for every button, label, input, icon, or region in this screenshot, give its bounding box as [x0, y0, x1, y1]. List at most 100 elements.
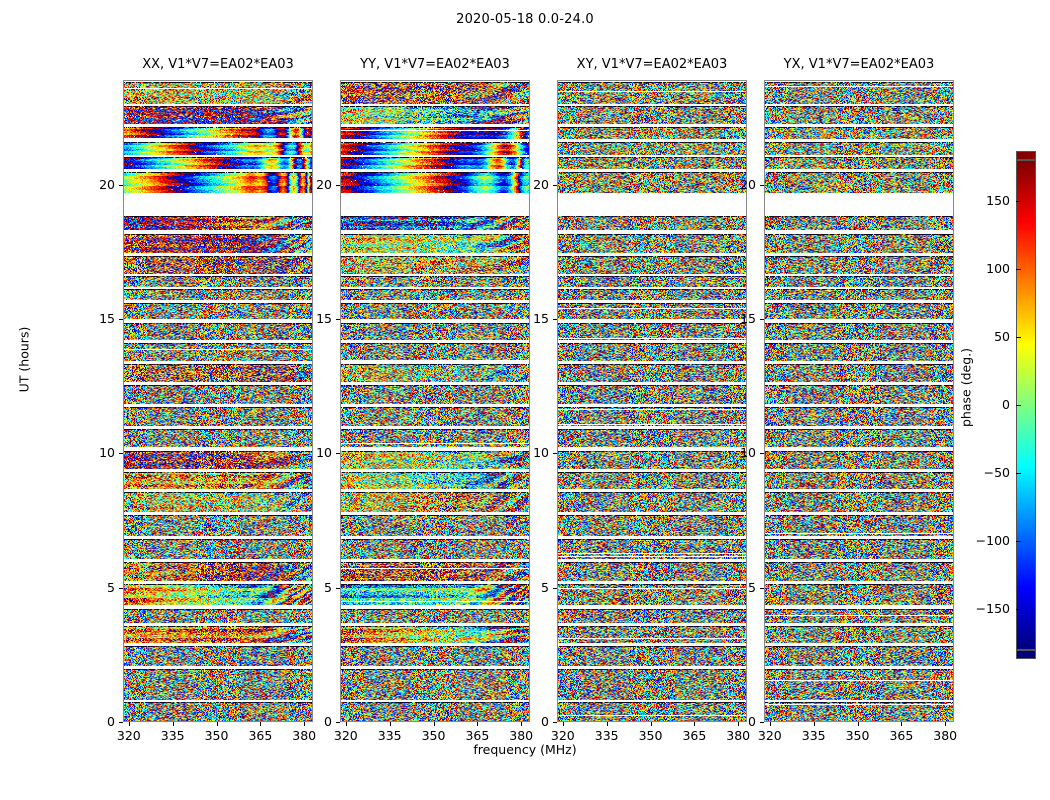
y-tick-label: 20: [99, 176, 115, 192]
y-tick: [760, 587, 764, 589]
x-tick-label: 335: [594, 728, 619, 743]
x-tick: [769, 722, 771, 726]
x-tick: [606, 722, 608, 726]
y-axis-label: UT (hours): [16, 326, 32, 393]
y-tick: [553, 587, 557, 589]
x-tick-label: 320: [757, 728, 782, 743]
y-tick-label: 5: [107, 579, 115, 595]
y-tick: [119, 319, 123, 321]
panel-title-xx: XX, V1*V7=EA02*EA03: [142, 57, 294, 72]
colorbar-extend-min: [1016, 650, 1036, 659]
x-axis-label: frequency (MHz): [473, 742, 577, 757]
colorbar-tick-label: −100: [975, 533, 1010, 549]
colorbar-tick-label: 100: [986, 260, 1010, 276]
y-tick-label: 20: [316, 176, 332, 192]
y-tick-label: 5: [324, 579, 332, 595]
x-tick: [172, 722, 174, 726]
y-tick-label: 0: [107, 714, 115, 729]
x-tick-label: 335: [160, 728, 185, 743]
y-tick: [336, 184, 340, 186]
x-tick-label: 350: [638, 728, 663, 743]
colorbar-tick: [1016, 405, 1021, 406]
colorbar-tick-label: 150: [986, 192, 1010, 208]
y-tick: [760, 722, 764, 723]
colorbar-tick-label: −150: [975, 601, 1010, 617]
y-tick-label: 15: [316, 311, 332, 327]
y-tick: [553, 184, 557, 186]
colorbar-tick: [1016, 200, 1021, 202]
x-tick: [813, 722, 815, 726]
x-tick: [389, 722, 391, 726]
y-tick: [336, 587, 340, 589]
x-tick: [650, 722, 652, 726]
panel-title-yx: YX, V1*V7=EA02*EA03: [783, 57, 935, 72]
x-tick-label: 380: [933, 728, 958, 743]
figure-suptitle: 2020-05-18 0.0-24.0: [456, 12, 594, 27]
x-tick: [738, 722, 740, 726]
y-tick-label: 0: [324, 714, 332, 729]
y-tick-label: 10: [533, 445, 549, 461]
dynamic-spectrum-image: [341, 81, 529, 721]
x-tick: [345, 722, 347, 726]
colorbar-tick: [1016, 336, 1021, 338]
y-tick: [336, 722, 340, 723]
y-tick-label: 0: [541, 714, 549, 729]
y-tick: [119, 184, 123, 186]
x-tick: [901, 722, 903, 726]
y-tick: [119, 453, 123, 455]
y-tick-label: 0: [748, 714, 756, 729]
y-tick: [553, 453, 557, 455]
y-tick: [760, 453, 764, 455]
y-tick-label: 20: [533, 176, 549, 192]
x-tick-label: 335: [377, 728, 402, 743]
panel-title-xy: XY, V1*V7=EA02*EA03: [576, 57, 728, 72]
y-tick-label: 15: [99, 311, 115, 327]
y-tick: [553, 722, 557, 723]
y-tick: [119, 722, 123, 723]
colorbar-tick: [1016, 473, 1021, 475]
x-tick: [304, 722, 306, 726]
colorbar-extend-max: [1016, 151, 1036, 160]
x-tick: [945, 722, 947, 726]
x-tick: [857, 722, 859, 726]
spectrum-panel-yx[interactable]: [764, 80, 954, 722]
spectrum-panel-xx[interactable]: [123, 80, 313, 722]
colorbar-tick-label: −50: [983, 465, 1010, 481]
y-tick-label: 10: [99, 445, 115, 461]
dynamic-spectrum-image: [558, 81, 746, 721]
x-tick-label: 365: [682, 728, 707, 743]
colorbar-label: phase (deg.): [958, 348, 974, 427]
x-tick-label: 320: [550, 728, 575, 743]
y-tick-label: 15: [533, 311, 549, 327]
y-tick-label: 10: [316, 445, 332, 461]
spectrum-panel-yy[interactable]: [340, 80, 530, 722]
x-tick: [260, 722, 262, 726]
y-tick-label: 15: [740, 311, 756, 327]
y-tick: [760, 184, 764, 186]
x-tick: [521, 722, 523, 726]
x-tick: [694, 722, 696, 726]
dynamic-spectrum-image: [124, 81, 312, 721]
colorbar-tick: [1016, 609, 1021, 611]
x-tick-label: 350: [845, 728, 870, 743]
x-tick-label: 350: [204, 728, 229, 743]
y-tick: [336, 319, 340, 321]
colorbar-tick-label: 50: [994, 328, 1010, 344]
x-tick-label: 380: [292, 728, 317, 743]
x-tick: [477, 722, 479, 726]
colorbar-tick: [1016, 268, 1021, 270]
spectrum-panel-xy[interactable]: [557, 80, 747, 722]
x-tick-label: 320: [333, 728, 358, 743]
y-tick-label: 5: [541, 579, 549, 595]
x-tick: [216, 722, 218, 726]
x-tick-label: 380: [509, 728, 534, 743]
x-tick-label: 380: [726, 728, 751, 743]
x-tick-label: 350: [421, 728, 446, 743]
x-tick: [562, 722, 564, 726]
x-tick-label: 365: [248, 728, 273, 743]
colorbar-tick-label: 0: [1002, 397, 1010, 412]
y-tick-label: 20: [740, 176, 756, 192]
dynamic-spectrum-image: [765, 81, 953, 721]
y-tick: [119, 587, 123, 589]
y-tick-label: 10: [740, 445, 756, 461]
